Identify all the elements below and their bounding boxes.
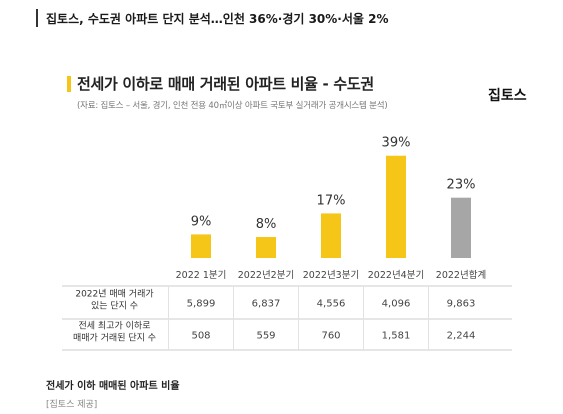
table-cell: 6,837 xyxy=(252,299,281,310)
table-row-label: 매매가 거래된 단지 수 xyxy=(73,332,156,344)
table-cell: 559 xyxy=(256,331,275,342)
category-label: 2022 1분기 xyxy=(176,270,227,281)
brand-logo: 집토스 xyxy=(488,88,527,104)
table-row-label: 전세 최고가 이하로 xyxy=(79,321,151,332)
image-caption: 전세가 이하 매매된 아파트 비율 xyxy=(46,381,180,392)
table-cell: 760 xyxy=(321,331,340,342)
table-row-label: 있는 단지 수 xyxy=(91,300,138,312)
image-credit: [집토스 제공] xyxy=(46,400,98,410)
category-label: 2022년3분기 xyxy=(303,270,359,281)
table-cell: 508 xyxy=(191,331,210,342)
data-label: 9% xyxy=(191,214,212,229)
table-row-label: 2022년 매매 거래가 xyxy=(75,289,153,300)
bar xyxy=(191,234,211,258)
headline-bar xyxy=(36,9,38,27)
data-label: 17% xyxy=(317,193,346,208)
bar xyxy=(386,155,406,258)
table-cell: 9,863 xyxy=(447,299,476,310)
table-cell: 5,899 xyxy=(187,299,216,310)
data-label: 23% xyxy=(447,178,476,193)
article-headline: 집토스, 수도권 아파트 단지 분석…인천 36%·경기 30%·서울 2% xyxy=(46,12,389,26)
table-cell: 1,581 xyxy=(382,331,411,342)
chart-subtitle: (자료: 집토스 – 서울, 경기, 인천 전용 40㎡이상 아파트 국토부 실… xyxy=(77,101,388,111)
chart-title: 전세가 이하로 매매 거래된 아파트 비율 - 수도권 xyxy=(77,75,374,93)
category-label: 2022년4분기 xyxy=(368,270,424,281)
bar xyxy=(321,213,341,258)
table-cell: 2,244 xyxy=(447,331,476,342)
bar xyxy=(256,237,276,258)
data-label: 39% xyxy=(382,136,411,151)
title-accent-bar xyxy=(67,76,71,92)
data-label: 8% xyxy=(256,217,277,232)
category-label: 2022년합계 xyxy=(436,269,486,281)
bar xyxy=(451,197,471,258)
table-cell: 4,096 xyxy=(382,299,411,310)
category-label: 2022년2분기 xyxy=(238,270,294,281)
table-cell: 4,556 xyxy=(317,299,346,310)
